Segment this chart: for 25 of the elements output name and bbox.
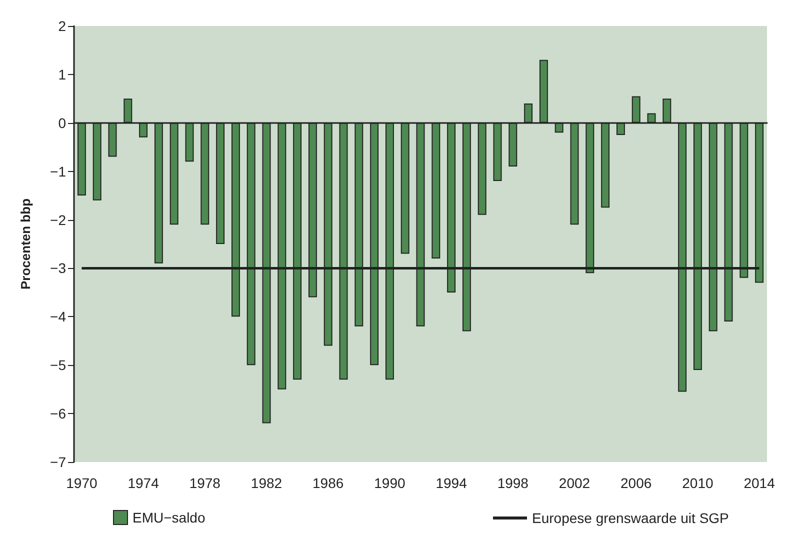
y-tick-label: 2 <box>58 18 66 34</box>
y-tick-label: −6 <box>50 406 66 422</box>
x-tick-label: 1998 <box>497 475 529 491</box>
y-tick-label: −3 <box>50 260 66 276</box>
y-tick-label: −7 <box>50 454 66 470</box>
x-tick-label: 1994 <box>436 475 468 491</box>
x-tick-label: 1974 <box>128 475 160 491</box>
y-tick-label: −4 <box>50 308 66 325</box>
y-tick-label: −1 <box>50 163 66 180</box>
y-tick-label: −5 <box>50 357 66 374</box>
x-tick-label: 1978 <box>189 475 221 491</box>
x-tick-label: 2002 <box>558 475 590 491</box>
x-tick-label: 1982 <box>250 475 282 491</box>
x-tick-label: 1986 <box>312 475 344 491</box>
x-tick-label: 2006 <box>620 475 652 491</box>
x-tick-label: 2010 <box>682 475 714 491</box>
legend-label: EMU−saldo <box>132 510 206 526</box>
x-tick-label: 1990 <box>374 475 406 491</box>
x-tick-label: 1970 <box>66 475 98 491</box>
y-axis-title: Procenten bbp <box>18 198 33 290</box>
legend-label: Europese grenswaarde uit SGP <box>532 510 729 526</box>
y-tick-label: 1 <box>58 66 66 82</box>
y-tick-label: 0 <box>58 114 66 131</box>
y-tick-label: −2 <box>50 212 66 228</box>
x-tick-label: 2014 <box>744 475 776 491</box>
